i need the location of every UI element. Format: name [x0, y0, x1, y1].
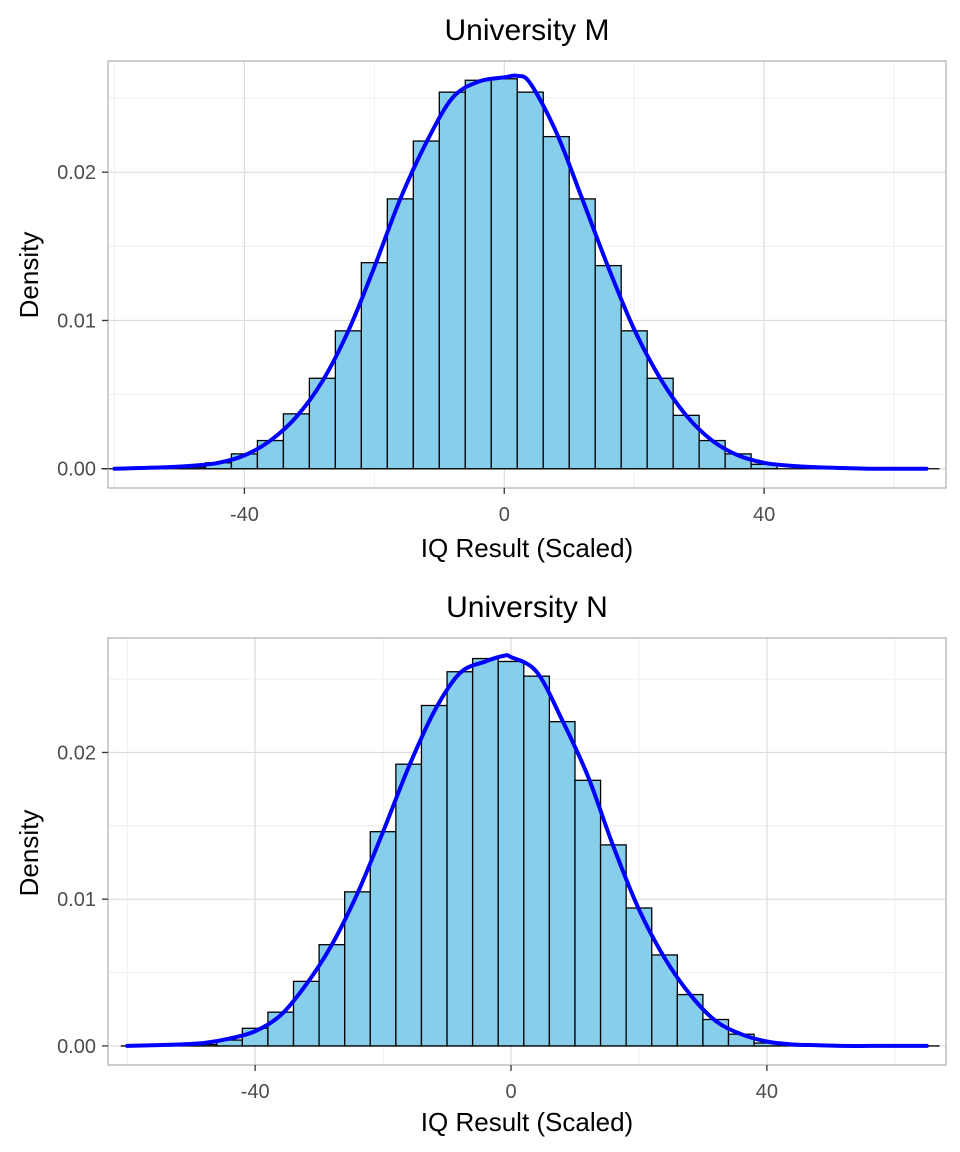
histogram-bar — [548, 720, 576, 1047]
histogram-bar — [599, 844, 627, 1047]
histogram-bars — [120, 657, 940, 1047]
y-tick-label: 0.01 — [57, 889, 96, 911]
chart-title: University N — [446, 591, 608, 624]
histogram-bar — [386, 198, 414, 470]
histogram-bar — [282, 413, 311, 470]
y-tick-label: 0.00 — [57, 459, 96, 481]
axis-ticks: -40 0 40 0.00 0.01 0.02 — [57, 162, 775, 526]
y-tick-label: 0.02 — [57, 162, 96, 184]
histogram-bars — [101, 78, 940, 470]
histogram-bar — [438, 91, 466, 470]
density-curve — [125, 653, 929, 1048]
x-tick-label: 0 — [505, 1081, 516, 1103]
histogram-bar — [702, 1018, 730, 1047]
histogram-bar — [490, 78, 518, 470]
y-tick-label: 0.02 — [57, 742, 96, 764]
histogram-bar — [267, 1011, 295, 1047]
x-axis-title: IQ Result (Scaled) — [421, 1107, 633, 1137]
y-tick-label: 0.00 — [57, 1036, 96, 1058]
histogram-bar — [594, 264, 622, 470]
chart-panel-university-n: -40 0 40 0.00 0.01 0.02 University N IQ Resul… — [14, 591, 947, 1137]
histogram-bar — [523, 675, 551, 1047]
y-axis-title: Density — [14, 232, 44, 319]
histogram-bar — [516, 91, 544, 470]
axis-ticks: -40 0 40 0.00 0.01 0.02 — [57, 742, 778, 1103]
x-axis-title: IQ Result (Scaled) — [421, 533, 633, 563]
y-tick-label: 0.01 — [57, 310, 96, 332]
density-curve-layer — [125, 653, 929, 1048]
histogram-bar — [369, 831, 397, 1047]
panel-border — [107, 60, 947, 489]
histogram-bar — [412, 140, 440, 470]
histogram-bar — [464, 79, 492, 470]
histogram-bar — [420, 704, 448, 1047]
x-tick-label: 40 — [753, 504, 775, 526]
histogram-bar — [574, 779, 602, 1047]
density-curve-layer — [112, 73, 929, 471]
x-tick-label: 0 — [499, 504, 510, 526]
histogram-bar — [395, 763, 423, 1047]
y-axis-title: Density — [14, 810, 44, 897]
histogram-bar — [334, 330, 362, 470]
panel-border — [107, 637, 947, 1066]
histogram-bar — [471, 657, 499, 1047]
x-tick-label: -40 — [241, 1081, 270, 1103]
histogram-bar — [497, 660, 525, 1047]
density-curve — [112, 73, 929, 471]
histogram-bar — [446, 671, 474, 1047]
x-tick-label: -40 — [230, 504, 259, 526]
histogram-bar — [292, 980, 320, 1047]
chart-panel-university-m: -40 0 40 0.00 0.01 0.02 University M IQ Resul… — [14, 14, 947, 563]
x-tick-label: 40 — [756, 1081, 778, 1103]
histogram-bar — [542, 135, 570, 470]
histogram-bar — [568, 198, 596, 470]
chart-title: University M — [444, 14, 609, 47]
